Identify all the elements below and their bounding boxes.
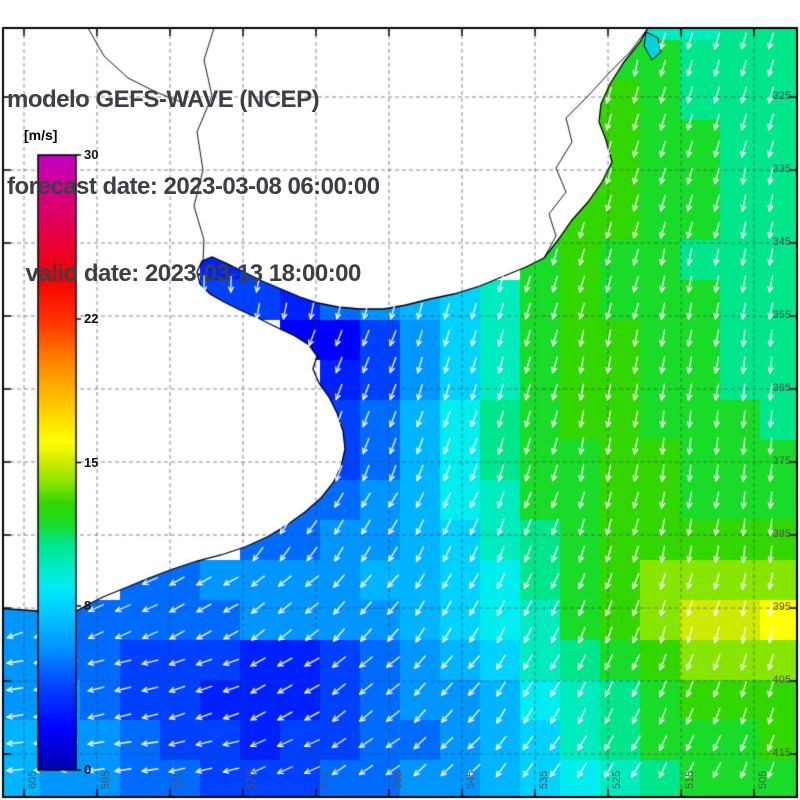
longitude-label: 535	[538, 770, 550, 789]
longitude-label: 565	[319, 770, 331, 789]
colorbar-tick-label: 30	[84, 147, 99, 162]
latitude-label: 395	[772, 601, 791, 613]
longitude-label: 525	[611, 770, 623, 789]
latitude-label: 335	[772, 163, 791, 175]
longitude-label: 515	[684, 770, 696, 789]
colorbar-tick-label: 15	[84, 454, 99, 470]
colorbar-unit-label: [m/s]	[24, 127, 58, 143]
longitude-label: 545	[465, 770, 477, 789]
latitude-label: 405	[772, 674, 791, 686]
latitude-label: 365	[772, 382, 791, 394]
latitude-label: 325	[772, 90, 791, 102]
latitude-label: 355	[772, 309, 791, 321]
model-title: modelo GEFS-WAVE (NCEP)	[7, 86, 320, 113]
colorbar-tick-label: 8	[84, 598, 92, 613]
longitude-label: 585	[173, 770, 185, 789]
plot-title-block: modelo GEFS-WAVE (NCEP) forecast date: 2…	[7, 27, 380, 346]
latitude-label: 375	[772, 455, 791, 467]
longitude-label: 555	[392, 770, 404, 789]
longitude-label: 505	[757, 770, 769, 789]
latitude-label: 385	[772, 528, 791, 540]
valid-date: valid date: 2023-03-13 18:00:00	[7, 260, 362, 287]
longitude-label: 605	[27, 770, 39, 789]
colorbar-tick-label: 22	[84, 311, 99, 326]
longitude-label: 595	[100, 770, 112, 789]
colorbar-tick-label: 0	[84, 762, 92, 777]
forecast-date: forecast date: 2023-03-08 06:00:00	[7, 173, 380, 200]
longitude-label: 575	[246, 770, 258, 789]
latitude-label: 415	[772, 747, 791, 759]
latitude-label: 345	[772, 236, 791, 248]
